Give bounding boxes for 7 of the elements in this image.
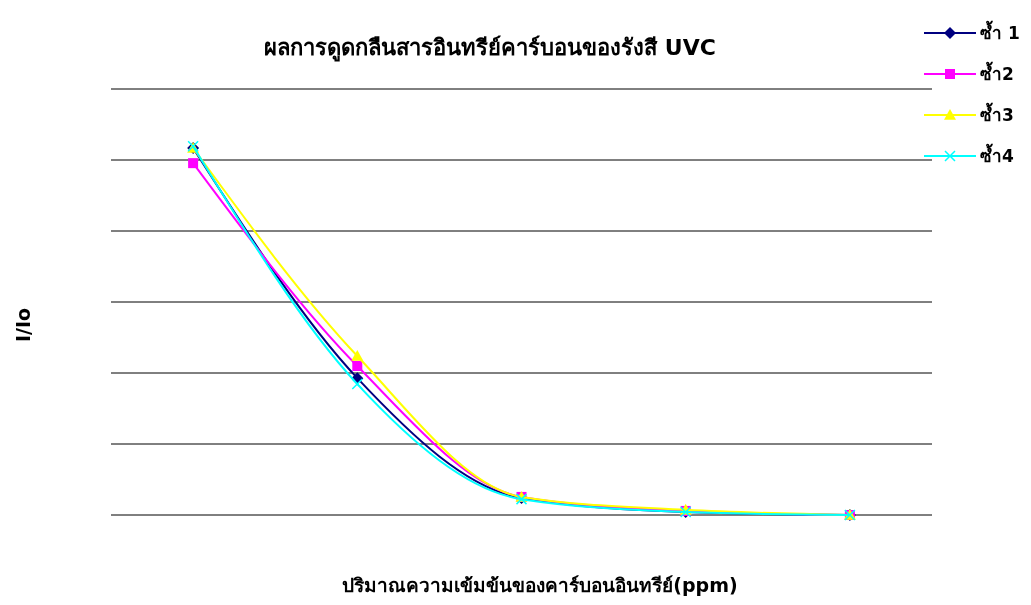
chart-title: ผลการดูดกลืนสารอินทรีย์คาร์บอนของรังสี UVC xyxy=(264,35,716,62)
legend-label: ซ้ำ2 xyxy=(980,61,1014,84)
legend-label: ซ้ำ4 xyxy=(980,143,1014,166)
legend-label: ซ้ำ 1 xyxy=(980,20,1020,43)
legend-label: ซ้ำ3 xyxy=(980,102,1014,125)
y-axis-title: I/Io xyxy=(12,307,34,343)
x-axis-title: ปริมาณความเข้มข้นของคาร์บอนอินทรีย์(ppm) xyxy=(342,574,738,596)
